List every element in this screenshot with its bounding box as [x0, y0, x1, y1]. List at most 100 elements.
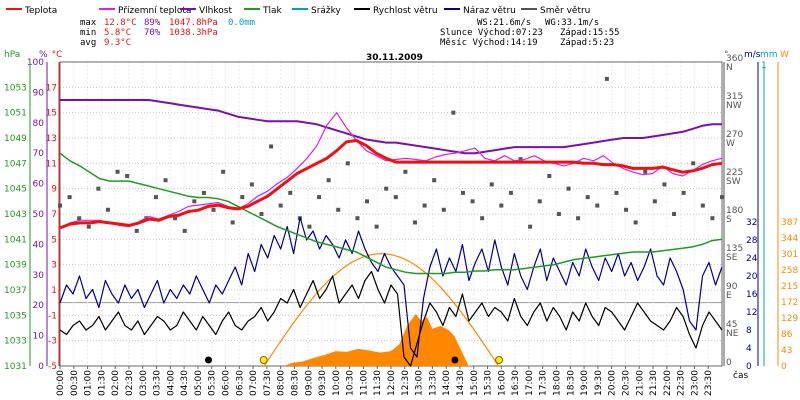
axis-tick-dir-name: S [726, 215, 732, 225]
x-tick-label: 20:00 [608, 370, 618, 396]
axis-tick-temp: -5 [48, 362, 57, 372]
legend-label: Srážky [311, 6, 342, 16]
axis-tick-hpa: 1049 [4, 134, 27, 144]
x-tick-label: 12:30 [401, 370, 411, 396]
x-tick-label: 19:00 [580, 370, 590, 396]
x-tick-label: 04:00 [166, 370, 176, 396]
wind-dir-point [681, 190, 686, 195]
wind-dir-point [700, 203, 705, 208]
axis-tick-wm2: 172 [781, 298, 798, 308]
stat-label: min [80, 28, 96, 38]
legend-label: Rychlost větru [373, 6, 438, 16]
sun-icon [259, 356, 268, 364]
axis-tick-hpa: 1031 [4, 362, 27, 372]
axis-tick-dir-name: SW [726, 177, 741, 187]
wind-dir-point [221, 169, 226, 174]
series-pressure [59, 152, 723, 275]
x-tick-label: 10:00 [332, 370, 342, 396]
axis-tick-dir: 270 [726, 130, 743, 140]
stat-temp: 9.3°C [104, 38, 131, 48]
x-tick-label: 16:30 [511, 370, 521, 396]
axis-unit-hpa: hPa [4, 50, 20, 60]
wind-dir-point [566, 186, 571, 191]
x-tick-label: 20:30 [621, 370, 631, 396]
wind-dir-point [393, 195, 398, 200]
legend-label: Teplota [24, 6, 57, 16]
axis-tick-pct: 20 [33, 301, 45, 311]
chart-title: 30.11.2009 [366, 53, 423, 63]
axis-tick-pct: 70 [33, 149, 45, 159]
wind-dir-point [134, 228, 139, 233]
axis-unit-mm: mm [760, 50, 778, 60]
axis-tick-temp: 5 [51, 235, 57, 245]
axis-tick-temp: -3 [48, 337, 57, 347]
wind-dir-point [269, 144, 274, 149]
axis-tick-dir: 360 [726, 54, 743, 64]
x-tick-label: 06:00 [222, 370, 232, 396]
wind-dir-point [115, 169, 120, 174]
wind-dir-point [201, 190, 206, 195]
wind-dir-point [470, 199, 475, 204]
axis-tick-dir: 90 [726, 282, 738, 292]
x-tick-label: 11:00 [359, 370, 369, 396]
series-wind [59, 270, 723, 367]
axis-tick-dir: 315 [726, 92, 743, 102]
x-tick-label: 22:30 [677, 370, 687, 396]
axis-tick-temp: 9 [51, 185, 57, 195]
wind-dir-point [556, 212, 561, 216]
axis-tick-ms: 28 [746, 236, 758, 246]
axis-tick-wm2: 258 [781, 266, 798, 276]
axis-tick-dir: 225 [726, 168, 743, 178]
wind-dir-point [451, 110, 456, 115]
axis-unit-wm2: W [780, 50, 789, 60]
axis-tick-pct: 60 [33, 180, 45, 190]
wind-dir-point [720, 195, 724, 200]
wind-dir-point [662, 182, 667, 187]
wind-dir-point [643, 169, 648, 174]
wind-dir-point [173, 216, 178, 221]
stat-temp: 5.8°C [104, 28, 131, 38]
wind-dir-point [441, 207, 446, 212]
info-sun: Slunce Východ:07:23 [440, 28, 543, 38]
x-tick-label: 00:00 [56, 370, 66, 396]
wind-dir-point [278, 203, 283, 208]
wind-dir-point [480, 216, 485, 221]
wind-dir-point [355, 216, 360, 221]
axis-tick-hpa: 1045 [4, 185, 27, 195]
x-tick-label: 23:30 [704, 370, 714, 396]
wind-dir-point [537, 199, 542, 204]
wind-dir-point [576, 216, 581, 221]
axis-tick-pct: 50 [33, 210, 45, 220]
axis-tick-hpa: 1043 [4, 210, 27, 220]
axis-tick-wm2: 86 [781, 330, 793, 340]
axis-tick-pct: 40 [33, 240, 45, 250]
series-gust [59, 216, 723, 358]
wind-dir-point [58, 203, 62, 208]
x-tick-label: 23:00 [690, 370, 700, 396]
stat-pressure: 1047.8hPa [169, 18, 218, 28]
solar-curve [263, 253, 500, 367]
x-tick-label: 09:00 [304, 370, 314, 396]
legend-label: Přízemní teplota [118, 6, 191, 16]
axis-tick-temp: 13 [46, 134, 57, 144]
axis-tick-wm2: 301 [781, 250, 798, 260]
wind-dir-point [336, 207, 341, 212]
axis-tick-temp: 11 [46, 159, 57, 169]
axis-tick-dir-name: E [726, 291, 732, 301]
axis-tick-hpa: 1047 [4, 159, 27, 169]
axis-tick-temp: 15 [46, 109, 57, 119]
x-tick-label: 13:00 [415, 370, 425, 396]
info-moon: Měsíc Východ:14:19 [440, 38, 538, 48]
axis-unit-dir: ° [724, 50, 729, 60]
axis-unit-temp: °C [52, 50, 63, 60]
axis-tick-hpa: 1033 [4, 337, 27, 347]
moon-icon [204, 356, 212, 364]
wind-dir-point [317, 195, 322, 200]
axis-tick-pct: 10 [33, 332, 45, 342]
axis-tick-ms: 24 [746, 254, 758, 264]
x-tick-label: 17:00 [525, 370, 535, 396]
axis-tick-ms: 8 [746, 326, 752, 336]
x-tick-label: 01:30 [97, 370, 107, 396]
axis-tick-dir: 135 [726, 244, 743, 254]
axis-tick-dir-name: N [726, 63, 733, 73]
